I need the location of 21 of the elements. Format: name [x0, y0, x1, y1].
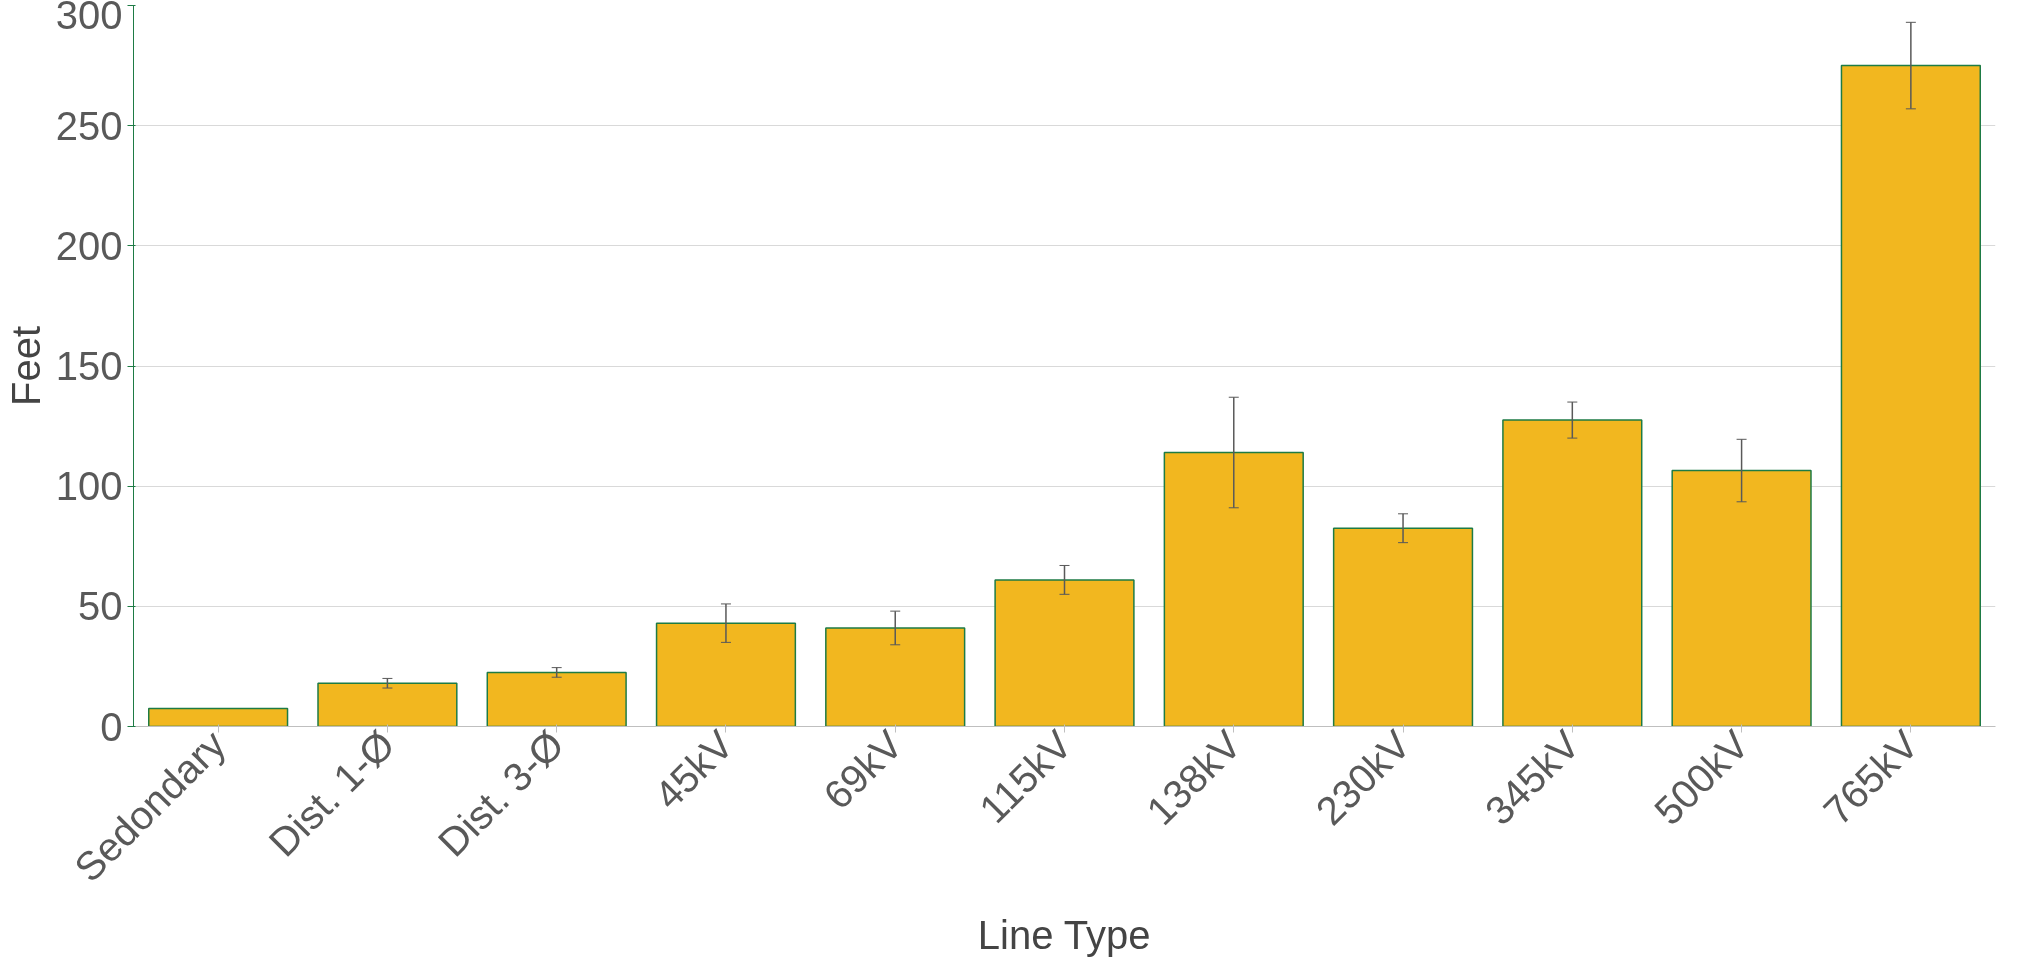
bar [317, 682, 458, 727]
bar [1671, 469, 1812, 727]
y-tick-label: 250 [55, 103, 123, 148]
bar [147, 707, 289, 727]
y-tick-label: 150 [55, 344, 123, 388]
y-axis-title: Feet [3, 325, 48, 407]
bar [1332, 527, 1474, 727]
y-tick-label: 50 [78, 584, 123, 629]
y-tick-label: 200 [55, 223, 123, 268]
x-tick-label: Dist. 1-Ø [260, 721, 403, 865]
bar [994, 579, 1135, 727]
x-axis-title: Line Type [977, 913, 1151, 958]
bar [1502, 419, 1643, 727]
bar [655, 622, 797, 727]
y-tick-label: 100 [55, 464, 123, 509]
bar [1840, 64, 1982, 727]
x-tick-label: Dist. 3-Ø [429, 721, 573, 865]
y-tick-label: 300 [55, 0, 123, 37]
bar [486, 671, 627, 727]
bar [825, 627, 966, 727]
bar [1163, 451, 1304, 727]
